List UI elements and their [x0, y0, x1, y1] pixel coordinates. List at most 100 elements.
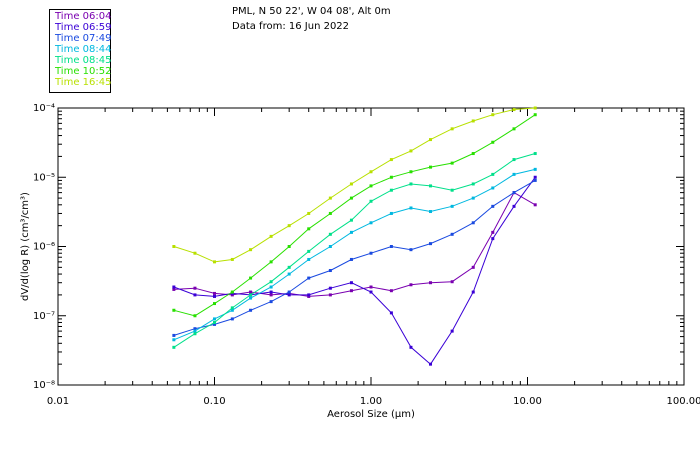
legend-entry: Time 08:44 [55, 44, 112, 55]
data-point [287, 290, 291, 294]
data-point [193, 251, 197, 255]
data-point [512, 158, 516, 162]
data-point [389, 311, 393, 315]
data-point [533, 113, 537, 117]
data-point [172, 245, 176, 248]
data-point [269, 285, 273, 289]
legend-entry: Time 06:04 [55, 11, 112, 22]
y-axis-label: dV/d(log R) (cm³/cm³) [20, 192, 31, 301]
series-line [173, 168, 536, 341]
data-point [450, 204, 454, 208]
data-point [269, 260, 273, 264]
y-tick-label: 10⁻⁴ [33, 103, 55, 114]
data-point [172, 338, 176, 342]
data-point [213, 260, 216, 264]
data-point [491, 140, 495, 144]
data-point [491, 230, 495, 234]
data-point [471, 221, 475, 225]
data-point [349, 289, 353, 293]
legend-entry: Time 06:59 [55, 22, 112, 33]
data-point [307, 294, 311, 298]
y-tick-label: 10⁻⁸ [33, 380, 55, 391]
legend-entry: Time 16:45 [55, 77, 112, 88]
data-point [213, 322, 216, 326]
data-point [193, 314, 197, 318]
data-point [471, 182, 475, 186]
data-point [328, 293, 332, 297]
data-point [429, 242, 433, 246]
data-point [172, 308, 176, 312]
data-point [328, 286, 332, 290]
data-point [389, 289, 393, 293]
data-point [172, 333, 176, 337]
data-point [287, 293, 291, 297]
data-point [249, 296, 253, 300]
series-line [173, 191, 536, 297]
data-point [307, 249, 311, 253]
data-point [512, 191, 516, 195]
data-point [512, 172, 516, 176]
data-point [349, 257, 353, 261]
data-point [249, 248, 253, 252]
data-point [193, 332, 197, 336]
y-tick-label: 10⁻⁵ [33, 172, 55, 183]
data-point [328, 232, 332, 236]
data-point [349, 182, 353, 186]
data-point [213, 302, 216, 306]
data-point [471, 196, 475, 200]
data-point [230, 306, 234, 310]
data-point [389, 245, 393, 248]
data-point [429, 184, 433, 188]
data-point [450, 127, 454, 131]
data-point [471, 119, 475, 123]
data-point [409, 248, 413, 252]
data-point [287, 245, 291, 248]
data-point [369, 290, 373, 294]
data-point [533, 175, 537, 179]
data-point [512, 204, 516, 208]
data-point [172, 287, 176, 291]
data-point [409, 182, 413, 186]
data-point [249, 276, 253, 280]
data-point [230, 317, 234, 321]
data-point [409, 149, 413, 153]
data-point [450, 232, 454, 236]
data-point [287, 224, 291, 228]
data-point [429, 210, 433, 214]
data-point [213, 317, 216, 321]
data-point [172, 285, 176, 289]
data-point [409, 345, 413, 349]
data-point [389, 175, 393, 179]
data-point [328, 211, 332, 215]
data-point [349, 196, 353, 200]
legend-entry: Time 10:52 [55, 66, 112, 77]
data-point [533, 152, 537, 156]
data-point [307, 257, 311, 261]
data-point [512, 108, 516, 112]
legend: Time 06:04 Time 06:59 Time 07:49 Time 08:44… [49, 9, 111, 93]
y-tick-label: 10⁻⁷ [33, 311, 55, 322]
data-point [471, 265, 475, 269]
data-point [193, 327, 197, 331]
data-point [429, 362, 433, 366]
data-point [491, 237, 495, 241]
data-point [409, 170, 413, 174]
data-point [349, 230, 353, 234]
data-point [429, 165, 433, 169]
x-tick-label: 100.00 [667, 396, 700, 407]
data-point [328, 245, 332, 248]
data-point [269, 290, 273, 294]
data-point [369, 199, 373, 203]
data-point [409, 283, 413, 287]
data-point [287, 272, 291, 276]
data-point [213, 294, 216, 298]
data-point [409, 206, 413, 210]
data-point [307, 276, 311, 280]
data-point [172, 345, 176, 349]
data-point [369, 184, 373, 188]
x-tick-label: 1.00 [360, 396, 382, 407]
data-point [533, 167, 537, 171]
data-point [369, 285, 373, 289]
data-point [249, 290, 253, 294]
